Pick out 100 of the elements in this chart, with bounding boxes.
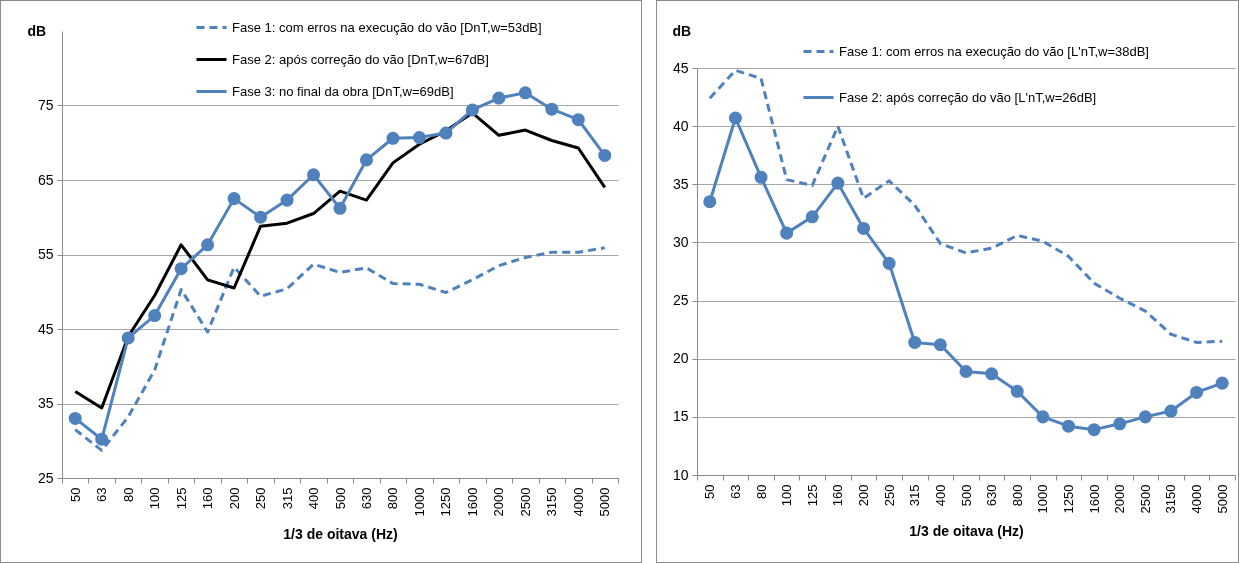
x-tick-label: 250 (881, 484, 897, 507)
line-series (73, 246, 607, 452)
point (333, 201, 347, 215)
x-tick-label: 125 (804, 484, 820, 507)
point (754, 170, 768, 184)
x-tick-label: 800 (385, 487, 401, 510)
point (831, 176, 845, 190)
point (1138, 410, 1152, 424)
x-tick-label: 1000 (1035, 484, 1051, 514)
y-tick-label: 25 (672, 292, 689, 309)
point (518, 86, 532, 100)
x-tick-label: 250 (253, 487, 269, 510)
point (148, 309, 162, 323)
point (386, 131, 400, 145)
point (412, 131, 426, 145)
x-tick-label: 630 (984, 484, 1000, 507)
x-tick-label: 50 (67, 487, 83, 502)
x-tick-label: 1600 (1086, 484, 1102, 514)
point (254, 210, 268, 224)
point (545, 102, 559, 116)
x-tick-label: 63 (727, 484, 743, 499)
point (959, 365, 973, 379)
legend-label: Fase 1: com erros na execução do vão [L'nT,w=38dB] (839, 43, 1149, 59)
y-tick-label: 45 (672, 59, 689, 76)
y-tick-label: 10 (672, 466, 689, 483)
point (439, 126, 453, 140)
point (1190, 385, 1204, 399)
x-tick-label: 315 (907, 484, 923, 507)
point (465, 103, 479, 117)
x-tick-label: 315 (279, 487, 295, 510)
x-tick-label: 63 (94, 487, 110, 502)
point (1215, 376, 1229, 390)
point (805, 210, 819, 224)
point (280, 193, 294, 207)
point (1036, 410, 1050, 424)
x-tick-label: 50 (702, 484, 718, 499)
point (882, 256, 896, 270)
x-tick-label: 2000 (491, 487, 507, 517)
x-tick-label: 3150 (1163, 484, 1179, 514)
point (359, 153, 373, 167)
point (227, 192, 241, 206)
x-tick-label: 160 (830, 484, 846, 507)
y-tick-label: 45 (37, 320, 54, 337)
x-tick-label: 2000 (1112, 484, 1128, 514)
point (492, 91, 506, 105)
x-tick-label: 4000 (1189, 484, 1205, 514)
y-tick-label: 25 (37, 469, 54, 486)
point (174, 262, 188, 276)
y-axis-title: dB (672, 22, 692, 39)
x-tick-label: 80 (753, 484, 769, 499)
y-tick-label: 65 (37, 171, 54, 188)
x-tick-label: 200 (226, 487, 242, 510)
point (728, 111, 742, 125)
x-tick-label: 1000 (411, 487, 427, 517)
x-tick-label: 100 (147, 487, 163, 510)
x-tick-label: 800 (1009, 484, 1025, 507)
y-tick-label: 75 (37, 97, 54, 113)
point (908, 335, 922, 349)
point (95, 432, 109, 446)
point (703, 195, 717, 209)
legend-label: Fase 3: no final da obra [DnT,w=69dB] (232, 83, 454, 99)
x-tick-label: 4000 (570, 487, 586, 517)
point (201, 238, 215, 252)
y-tick-label: 35 (672, 175, 689, 192)
point (1164, 404, 1178, 418)
point (68, 411, 82, 425)
x-tick-label: 125 (173, 487, 189, 510)
point (1010, 384, 1024, 398)
x-axis-title: 1/3 de oitava (Hz) (909, 523, 1024, 540)
legend-label: Fase 2: após correção do vão [L'nT,w=26dB] (839, 89, 1097, 105)
point (1113, 417, 1127, 431)
x-tick-label: 2500 (517, 487, 533, 517)
legend-label: Fase 1: com erros na execução do vão [DnT,w=53dB] (232, 19, 542, 35)
y-tick-label: 30 (672, 233, 689, 250)
x-tick-label: 200 (856, 484, 872, 507)
y-tick-label: 40 (672, 117, 689, 134)
point (780, 226, 794, 240)
x-tick-label: 1250 (438, 487, 454, 517)
point (121, 331, 135, 345)
x-tick-label: 3150 (544, 487, 560, 517)
y-tick-label: 20 (672, 350, 689, 367)
point (933, 338, 947, 352)
x-tick-label: 1600 (464, 487, 480, 517)
x-tick-label: 80 (120, 487, 136, 502)
point (598, 148, 612, 162)
point (1061, 419, 1075, 433)
x-tick-label: 2500 (1137, 484, 1153, 514)
y-tick-label: 35 (37, 395, 54, 411)
x-tick-label: 500 (958, 484, 974, 507)
line-series (708, 68, 1224, 344)
point (307, 168, 321, 182)
point (1087, 423, 1101, 437)
x-tick-label: 630 (358, 487, 374, 510)
point (571, 113, 585, 127)
x-axis-title: 1/3 de oitava (Hz) (283, 526, 398, 543)
x-tick-label: 400 (932, 484, 948, 507)
y-tick-label: 15 (672, 408, 689, 425)
x-tick-label: 160 (200, 487, 216, 510)
x-tick-label: 5000 (597, 487, 613, 517)
legend-label: Fase 2: após correção do vão [DnT,w=67dB] (232, 51, 489, 67)
